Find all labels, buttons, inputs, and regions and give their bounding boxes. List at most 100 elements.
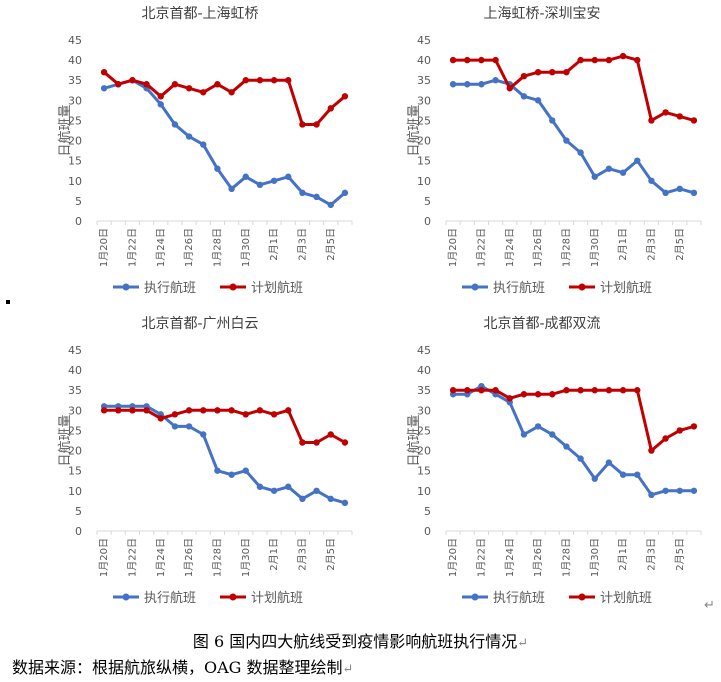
legend-swatch-marker <box>123 594 130 601</box>
data-point <box>677 113 683 119</box>
data-point <box>606 459 612 465</box>
data-point <box>549 391 555 397</box>
data-point <box>299 439 305 445</box>
data-point <box>299 121 305 127</box>
y-tick-label: 5 <box>75 505 82 518</box>
data-point <box>285 77 291 83</box>
data-point <box>492 77 498 83</box>
figure-caption: 图 6 国内四大航线受到疫情影响航班执行情况↵ <box>0 628 721 652</box>
data-point <box>606 387 612 393</box>
data-point <box>577 455 583 461</box>
data-point <box>200 431 206 437</box>
data-point <box>662 109 668 115</box>
data-point <box>172 81 178 87</box>
data-point <box>214 166 220 172</box>
data-point <box>214 467 220 473</box>
data-point <box>228 407 234 413</box>
x-tick-label: 2月1日 <box>617 538 629 571</box>
data-point <box>328 202 334 208</box>
data-point <box>492 387 498 393</box>
data-point <box>313 488 319 494</box>
data-point <box>342 439 348 445</box>
data-point <box>592 174 598 180</box>
data-point <box>549 69 555 75</box>
data-point <box>677 488 683 494</box>
series-line <box>453 386 694 495</box>
data-point <box>492 57 498 63</box>
data-point <box>577 149 583 155</box>
series-line <box>104 406 345 503</box>
x-tick-label: 1月28日 <box>211 538 223 577</box>
legend-swatch-marker <box>230 284 237 291</box>
data-point <box>464 57 470 63</box>
data-point <box>313 121 319 127</box>
data-point <box>549 431 555 437</box>
y-tick-label: 15 <box>68 155 82 168</box>
legend-swatch-marker <box>472 284 479 291</box>
data-point <box>648 492 654 498</box>
y-tick-label: 30 <box>68 404 82 417</box>
legend-label: 执行航班 <box>144 590 196 606</box>
data-point <box>200 407 206 413</box>
data-point <box>634 471 640 477</box>
x-tick-label: 1月22日 <box>126 538 138 577</box>
data-point <box>115 407 121 413</box>
series-line <box>104 72 345 124</box>
y-tick-label: 5 <box>75 195 82 208</box>
data-point <box>478 81 484 87</box>
data-point <box>620 387 626 393</box>
data-point <box>328 496 334 502</box>
data-point <box>648 117 654 123</box>
data-point <box>691 117 697 123</box>
data-point <box>342 500 348 506</box>
data-point <box>662 435 668 441</box>
data-point <box>186 133 192 139</box>
y-axis-label: 日航班量 <box>406 414 422 466</box>
x-tick-label: 2月1日 <box>617 228 629 261</box>
y-tick-label: 25 <box>417 114 431 127</box>
x-tick-label: 1月30日 <box>240 538 252 577</box>
x-tick-label: 2月5日 <box>674 538 686 571</box>
data-point <box>101 407 107 413</box>
data-point <box>214 407 220 413</box>
y-tick-label: 15 <box>417 465 431 478</box>
source-text: 数据来源：根据航旅纵横，OAG 数据整理绘制 <box>12 658 343 677</box>
data-point <box>143 407 149 413</box>
data-point <box>535 391 541 397</box>
data-point <box>257 182 263 188</box>
x-tick-label: 1月24日 <box>504 228 516 267</box>
data-point <box>200 141 206 147</box>
x-tick-label: 1月26日 <box>183 228 195 267</box>
x-tick-label: 1月28日 <box>211 228 223 267</box>
data-point <box>158 415 164 421</box>
data-point <box>299 496 305 502</box>
data-point <box>342 93 348 99</box>
data-point <box>478 387 484 393</box>
data-point <box>620 170 626 176</box>
source-note: 数据来源：根据航旅纵横，OAG 数据整理绘制↵ <box>12 654 353 678</box>
y-tick-label: 5 <box>424 505 431 518</box>
data-point <box>101 69 107 75</box>
data-point <box>648 178 654 184</box>
data-point <box>129 77 135 83</box>
x-tick-label: 2月5日 <box>325 228 337 261</box>
y-tick-label: 0 <box>424 215 431 228</box>
data-point <box>143 81 149 87</box>
data-point <box>592 57 598 63</box>
data-point <box>507 85 513 91</box>
data-point <box>478 57 484 63</box>
data-point <box>186 423 192 429</box>
data-point <box>577 387 583 393</box>
y-tick-label: 20 <box>68 135 82 148</box>
data-point <box>172 121 178 127</box>
y-tick-label: 10 <box>68 175 82 188</box>
data-point <box>507 395 513 401</box>
data-point <box>662 190 668 196</box>
data-point <box>214 81 220 87</box>
data-point <box>535 97 541 103</box>
data-point <box>313 194 319 200</box>
data-point <box>285 407 291 413</box>
y-tick-label: 0 <box>75 525 82 538</box>
data-point <box>299 190 305 196</box>
